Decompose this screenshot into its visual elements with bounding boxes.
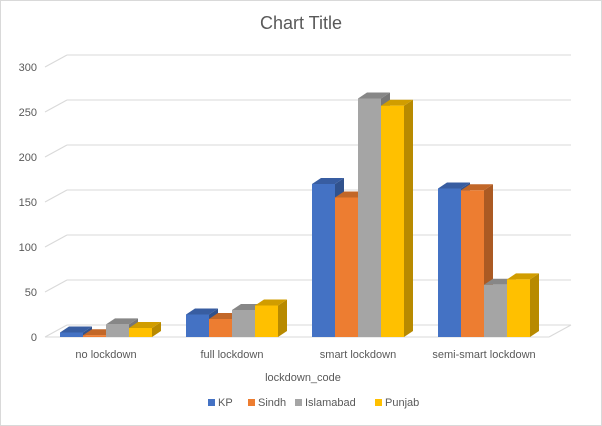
legend-label: Punjab	[385, 397, 419, 409]
bars	[60, 92, 539, 337]
legend-label: KP	[218, 397, 233, 409]
x-axis-title: lockdown_code	[265, 372, 341, 384]
bar-front-face	[438, 188, 461, 337]
legend-swatch	[248, 399, 255, 406]
gridline-depth	[44, 54, 68, 68]
x-tick-label: smart lockdown	[320, 349, 396, 361]
y-tick-label: 0	[31, 332, 37, 344]
bar-side-face	[404, 99, 413, 337]
x-tick-label: no lockdown	[75, 349, 136, 361]
bar-front-face	[232, 310, 255, 337]
x-tick-label: full lockdown	[201, 349, 264, 361]
bar-front-face	[129, 328, 152, 337]
y-tick-label: 100	[19, 242, 37, 254]
bar-front-face	[358, 98, 381, 337]
bar-front-face	[484, 284, 507, 337]
bar-front-face	[186, 314, 209, 337]
y-tick-label: 200	[19, 152, 37, 164]
legend-swatch	[208, 399, 215, 406]
gridline-depth	[44, 189, 68, 203]
y-tick-label: 250	[19, 107, 37, 119]
bar-punjab-0	[129, 322, 161, 337]
chart-title: Chart Title	[260, 13, 342, 33]
x-tick-label: semi-smart lockdown	[432, 349, 535, 361]
legend-swatch	[375, 399, 382, 406]
bar-top-face	[507, 273, 539, 280]
bar-front-face	[507, 279, 530, 337]
gridline-depth	[44, 279, 68, 293]
x-axis-ticks: no lockdown full lockdown smart lockdown se…	[75, 349, 535, 361]
legend-swatch	[295, 399, 302, 406]
floor-side-edge	[548, 324, 572, 338]
bar-top-face	[438, 182, 470, 189]
bar-front-face	[461, 190, 484, 337]
bar-front-face	[60, 332, 83, 337]
legend: KP Sindh Islamabad Punjab	[208, 397, 419, 409]
bar-top-face	[312, 178, 344, 184]
gridline-depth	[44, 144, 68, 158]
bar-top-face	[60, 326, 92, 333]
y-tick-label: 50	[25, 287, 37, 299]
y-axis-ticks: 0 50 100 150 200 250 300	[19, 62, 37, 344]
bar-top-face	[358, 92, 390, 99]
bar-punjab-3	[507, 273, 539, 337]
bar-front-face	[255, 305, 278, 337]
bar-front-face	[312, 184, 335, 337]
bar-front-face	[335, 197, 358, 337]
legend-item-sindh: Sindh	[248, 397, 286, 409]
legend-label: Islamabad	[305, 397, 356, 409]
bar-punjab-1	[255, 299, 287, 337]
bar-side-face	[152, 322, 161, 337]
bar-top-face	[461, 184, 493, 191]
legend-item-kp: KP	[208, 397, 233, 409]
y-tick-label: 150	[19, 197, 37, 209]
legend-item-islamabad: Islamabad	[295, 397, 356, 409]
bar-top-face	[129, 322, 161, 328]
gridline-depth	[44, 234, 68, 248]
bar-front-face	[83, 335, 106, 337]
bar-front-face	[381, 105, 404, 337]
bar-top-face	[186, 308, 218, 315]
bar-top-face	[255, 299, 287, 306]
bar-front-face	[209, 319, 232, 337]
gridline-depth	[44, 99, 68, 113]
bar-punjab-2	[381, 99, 413, 337]
y-tick-label: 300	[19, 62, 37, 74]
legend-item-punjab: Punjab	[375, 397, 419, 409]
bar-top-face	[106, 318, 138, 325]
bar-front-face	[106, 324, 129, 337]
bar-side-face	[530, 273, 539, 337]
bar-side-face	[278, 299, 287, 337]
legend-label: Sindh	[258, 397, 286, 409]
gridline-depth	[44, 324, 68, 338]
bar-top-face	[381, 99, 413, 106]
